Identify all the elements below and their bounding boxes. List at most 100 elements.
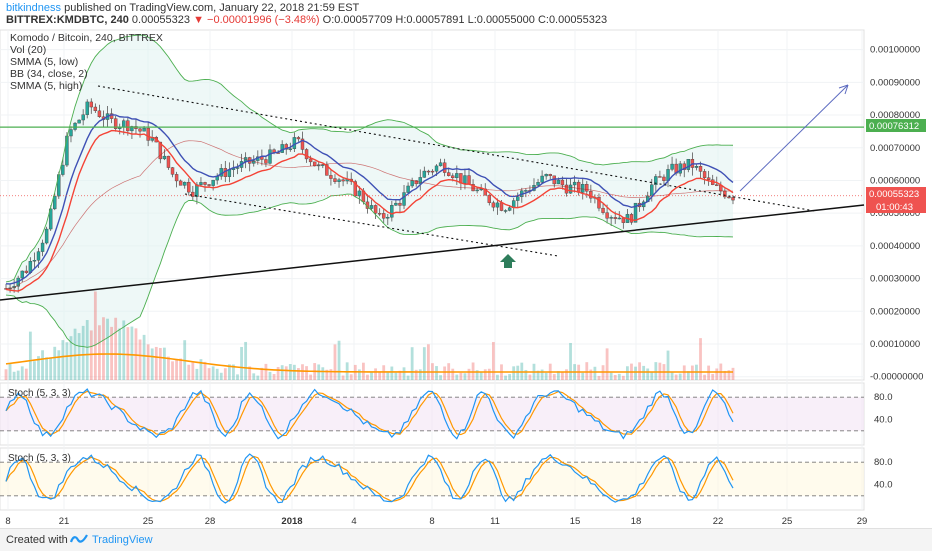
candle-body — [698, 166, 703, 172]
price-tick-label: 0.00100000 — [870, 45, 920, 56]
candle-body — [658, 176, 662, 178]
candle-body — [170, 167, 175, 175]
candle-body — [142, 127, 146, 132]
publish-info: published on TradingView.com, January 22… — [64, 2, 360, 14]
stoch-k-line — [5, 453, 734, 504]
volume-bar — [699, 338, 702, 380]
candle-body — [178, 180, 183, 186]
volume-bar — [53, 346, 57, 380]
volume-bar — [597, 375, 601, 380]
volume-bar — [670, 372, 674, 380]
candle-body — [629, 214, 634, 223]
volume-bar — [317, 364, 321, 380]
candle-body — [455, 173, 459, 179]
price-tick-label: 0.00050000 — [870, 208, 920, 219]
bb-basis-line — [5, 140, 734, 289]
candle-body — [422, 170, 427, 178]
smma-high-line — [5, 114, 734, 285]
candle-body — [568, 184, 573, 194]
candle-body — [544, 174, 548, 177]
candle-body — [621, 217, 626, 223]
volume-bar — [540, 369, 544, 380]
candle-body — [556, 179, 561, 185]
tradingview-brand[interactable]: TradingView — [92, 534, 153, 546]
volume-bar — [715, 368, 719, 380]
legend-bb: BB (34, close, 2) — [10, 68, 88, 80]
author-link[interactable]: bitkindness — [6, 2, 62, 14]
drawings — [0, 84, 865, 301]
candle-body — [32, 259, 37, 262]
candle-body — [337, 179, 341, 182]
volume-bar — [248, 366, 252, 380]
last-price-value: 0.00055323 — [131, 14, 191, 26]
resistance-tag-text: 0.00076312 — [869, 121, 919, 132]
volume-bar — [410, 347, 414, 380]
volume-bar — [435, 366, 438, 380]
bb-fill — [6, 35, 733, 348]
candle-body — [609, 217, 613, 219]
price-tick-label: 0.00060000 — [870, 175, 920, 186]
volume-bar — [406, 375, 410, 380]
candle-body — [308, 158, 313, 163]
volume-bar — [252, 373, 256, 380]
candle-body — [702, 171, 707, 178]
candle-body — [158, 141, 163, 160]
candle-body — [446, 172, 451, 176]
volume-bar — [370, 371, 373, 380]
volume-bar — [707, 365, 711, 380]
candle-body — [24, 270, 29, 273]
volume-bar — [93, 291, 97, 380]
volume-bar — [45, 357, 49, 380]
candle-body — [122, 120, 126, 128]
volume-bar — [593, 366, 597, 380]
stoch-d-line — [5, 390, 734, 437]
volume-bar — [605, 348, 609, 380]
time-tick-label: 8 — [5, 516, 10, 527]
volume-bar — [634, 366, 637, 380]
volume-bar — [329, 369, 333, 380]
volume-bar — [85, 320, 89, 380]
time-tick-label: 4 — [351, 516, 356, 527]
volume-bar — [158, 347, 162, 380]
price-axis[interactable]: 0.00100000 0.00090000 0.00080000 0.00070000… — [870, 45, 923, 383]
candle-body — [650, 184, 654, 197]
volume-bar — [305, 366, 308, 380]
candle-body — [475, 189, 479, 192]
volume-bar — [256, 375, 260, 380]
volume-bar — [621, 375, 625, 380]
bb-upper-line — [5, 34, 734, 283]
price-chart[interactable]: 80.040.080.040.0 0.001000000.000900000.0… — [0, 28, 932, 528]
candle-body — [487, 194, 492, 203]
legend-title: Komodo / Bitcoin, 240, BITTREX — [10, 32, 163, 44]
volume-bar — [81, 325, 85, 380]
candle-body — [183, 181, 187, 186]
volume-bar — [146, 344, 150, 380]
price-tick-label: 0.00070000 — [870, 143, 920, 154]
candle-body — [85, 101, 89, 115]
volume-bar — [496, 374, 499, 380]
time-axis[interactable]: 8 21 25 28 2018 4 8 11 15 18 22 25 29 — [5, 516, 867, 527]
candle-body — [195, 184, 199, 197]
candle-body — [398, 202, 402, 206]
candle-body — [406, 185, 410, 193]
candle-body — [353, 181, 357, 197]
volume-bar — [508, 374, 512, 380]
volume-bar — [292, 364, 296, 380]
volume-bar — [414, 369, 418, 380]
volume-bar — [378, 372, 382, 380]
candle-body — [36, 251, 41, 261]
candle-body — [438, 162, 443, 167]
volume-bar — [57, 350, 61, 380]
volume-bar — [686, 371, 690, 380]
candle-body — [280, 144, 284, 153]
volume-bar — [491, 341, 495, 380]
candle-body — [491, 202, 496, 208]
candle-body — [560, 179, 565, 186]
volume-bar — [272, 374, 276, 380]
smma-low-line — [5, 129, 734, 292]
time-tick-label: 15 — [570, 516, 581, 527]
price-tick-label: 0.00010000 — [870, 339, 920, 350]
stoch-label-2: Stoch (5, 3, 3) — [8, 453, 71, 464]
time-tick-label: 28 — [205, 516, 216, 527]
candle-body — [426, 170, 431, 173]
